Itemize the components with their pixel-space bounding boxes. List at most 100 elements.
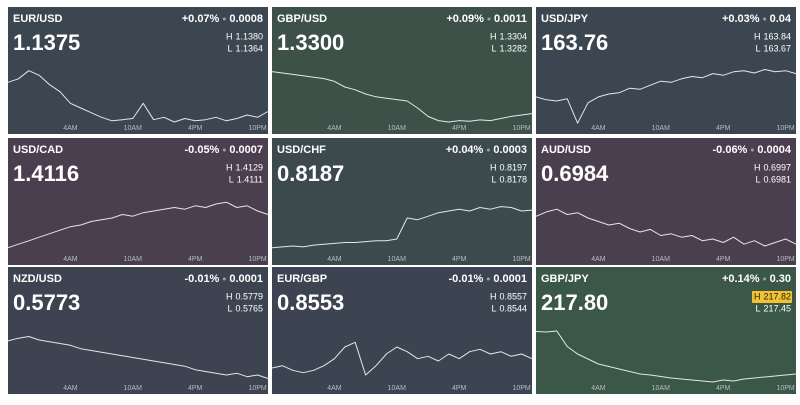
price: 1.1375: [13, 30, 80, 55]
x-tick-label: 10AM: [388, 256, 406, 263]
x-tick-label: 10AM: [388, 125, 406, 132]
x-tick-label: 4AM: [63, 125, 78, 132]
x-tick-label: 4PM: [452, 385, 467, 392]
low-label: L: [491, 174, 496, 184]
low-value: 0.6981: [763, 174, 791, 184]
pair-tile: 4AM 10AM 4PM 10PM USD/CHF 0.8187 0.0003 +0.04% 0…: [271, 138, 533, 265]
high-label: H: [754, 291, 761, 301]
x-tick-label: 10AM: [652, 385, 670, 392]
change: 0.0008: [229, 13, 263, 25]
change: 0.0004: [757, 144, 792, 156]
low-value: 0.8178: [499, 174, 527, 184]
separator-dot: [222, 277, 226, 281]
pair-tile: 4AM 10AM 4PM 10PM AUD/USD 0.6984 0.0004 -0.06% 0…: [535, 138, 797, 265]
pair-title: USD/CAD: [13, 144, 63, 156]
x-tick-label: 4AM: [591, 256, 606, 263]
x-tick-label: 10PM: [512, 256, 530, 263]
pair-tile: 4AM 10AM 4PM 10PM EUR/GBP 0.8553 0.0001 -0.01% 0…: [271, 267, 533, 394]
high-value: 0.8197: [499, 162, 527, 172]
price: 0.8553: [277, 290, 344, 315]
pair-title: USD/CHF: [277, 144, 326, 156]
high-value: 0.5779: [235, 291, 263, 301]
low-label: L: [491, 303, 496, 313]
high-value: 217.82: [763, 291, 791, 301]
price: 1.4116: [13, 161, 79, 186]
low-label: L: [755, 43, 760, 53]
sparkline: [535, 208, 797, 247]
sparkline: [535, 330, 797, 383]
price: 0.6984: [541, 161, 609, 186]
high-label: H: [226, 31, 233, 41]
change: 0.0011: [494, 13, 527, 25]
x-tick-label: 4AM: [327, 125, 342, 132]
pair-title: AUD/USD: [541, 144, 591, 156]
pair-title: EUR/USD: [13, 13, 63, 25]
separator-dot: [222, 17, 226, 21]
x-tick-label: 10AM: [652, 125, 670, 132]
change: 0.0001: [229, 273, 263, 285]
high-highlight: [751, 291, 792, 303]
high-value: 1.1380: [235, 31, 263, 41]
x-tick-label: 4PM: [188, 256, 203, 263]
low-label: L: [227, 43, 232, 53]
price: 0.5773: [13, 290, 80, 315]
change: 0.0007: [229, 144, 263, 156]
sparkline: [7, 336, 269, 379]
x-tick-label: 10PM: [248, 125, 266, 132]
price: 0.8187: [277, 161, 344, 186]
change-percent: +0.07%: [182, 13, 220, 25]
separator-dot: [763, 17, 767, 21]
tile-background: [8, 267, 268, 394]
tile-background: [8, 138, 268, 265]
high-label: H: [754, 162, 761, 172]
x-tick-label: 4AM: [327, 385, 342, 392]
tile-background: [536, 138, 796, 265]
sparkline: [271, 71, 533, 123]
tile-background: [536, 7, 796, 134]
x-tick-label: 4AM: [591, 385, 606, 392]
x-tick-label: 10PM: [512, 385, 530, 392]
x-tick-label: 4AM: [63, 256, 78, 263]
price: 163.76: [541, 30, 608, 55]
high-label: H: [226, 162, 233, 172]
x-tick-label: 10PM: [512, 125, 530, 132]
pair-tile: 4AM 10AM 4PM 10PMGBP/JPY217.800.30+0.14%217…: [535, 267, 797, 394]
x-tick-label: 10AM: [124, 385, 142, 392]
pair-tile: 4AM 10AM 4PM 10PM NZD/USD 0.5773 0.0001 -0.01% 0…: [7, 267, 269, 394]
change-percent: +0.04%: [446, 144, 484, 156]
pair-title: USD/JPY: [541, 13, 589, 25]
low-label: L: [755, 174, 760, 184]
pair-title: NZD/USD: [13, 273, 62, 285]
sparkline: [271, 206, 533, 249]
x-tick-label: 10PM: [776, 256, 794, 263]
tile-background: [272, 7, 532, 134]
change-percent: -0.05%: [184, 144, 219, 156]
low-value: 0.5765: [235, 303, 263, 313]
tile-background: [536, 267, 796, 394]
pair-tile: 4AM 10AM 4PM 10PM GBP/USD 1.3300 0.0011 +0.09% 1…: [271, 7, 533, 134]
low-value: 1.3282: [499, 43, 527, 53]
x-tick-label: 4PM: [716, 385, 731, 392]
change: 0.30: [770, 273, 791, 285]
pair-tile: 4AM 10AM 4PM 10PM USD/CAD 1.4116 0.0007 -0.05% 1…: [7, 138, 269, 265]
high-value: 1.3304: [499, 31, 527, 41]
price: 217.80: [541, 290, 608, 315]
pair-title: GBP/JPY: [541, 273, 589, 285]
x-tick-label: 4PM: [188, 125, 203, 132]
change: 0.0003: [493, 144, 527, 156]
low-value: 217.45: [763, 303, 791, 313]
low-label: L: [229, 174, 234, 184]
high-label: H: [490, 31, 497, 41]
separator-dot: [763, 277, 767, 281]
high-label: H: [754, 31, 761, 41]
low-value: 1.4111: [237, 174, 263, 184]
low-label: L: [491, 43, 496, 53]
pair-tile: 4AM 10AM 4PM 10PM EUR/USD 1.1375 0.0008 +0.07% 1…: [7, 7, 269, 134]
x-tick-label: 10AM: [388, 385, 406, 392]
separator-dot: [486, 277, 490, 281]
tile-background: [272, 267, 532, 394]
separator-dot: [222, 148, 226, 152]
x-tick-label: 4PM: [188, 385, 203, 392]
x-tick-label: 4AM: [63, 385, 78, 392]
